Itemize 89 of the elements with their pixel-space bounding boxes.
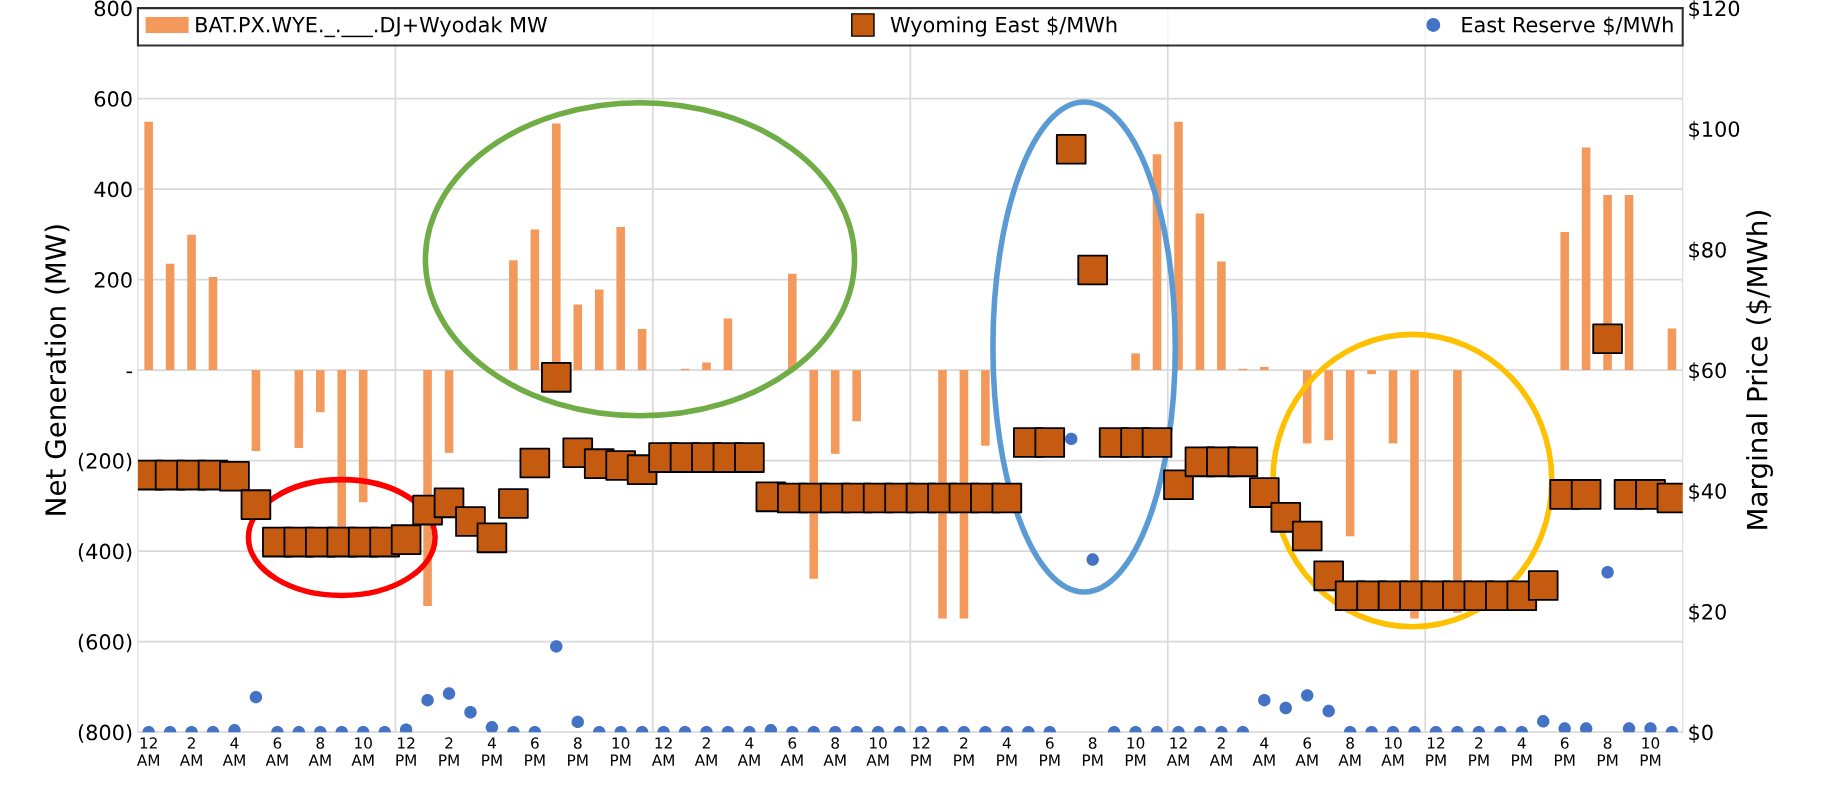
x-tick-label: 6 PM — [1040, 737, 1060, 766]
bar — [1560, 232, 1569, 371]
legend-label: East Reserve $/MWh — [1462, 16, 1673, 36]
x-tick-label: 10 PM — [610, 737, 631, 766]
x-tick-label: 12 PM — [911, 737, 931, 766]
x-tick-label: 2 PM — [1469, 737, 1489, 766]
y-tick-label: (800) — [78, 724, 132, 743]
bar — [294, 370, 304, 448]
bar — [573, 304, 583, 371]
x-tick-label: 2 PM — [954, 737, 974, 766]
y2-tick-label: $40 — [1689, 482, 1726, 502]
bar — [1260, 366, 1269, 371]
bar — [723, 318, 733, 371]
x-tick-label: 10 AM — [1381, 737, 1404, 766]
x-tick-label: 6 AM — [265, 737, 288, 766]
bar — [1367, 370, 1376, 375]
x-tick-label: 6 AM — [780, 737, 803, 766]
bar — [144, 121, 153, 371]
x-tick-label: 12 AM — [651, 737, 674, 766]
x-tick-label: 8 AM — [1338, 737, 1361, 766]
bar — [702, 362, 711, 371]
x-tick-label: 2 PM — [439, 737, 459, 766]
x-tick-label: 4 AM — [1252, 737, 1275, 766]
x-tick-label: 4 AM — [737, 737, 760, 766]
y-tick-label: (400) — [78, 543, 132, 562]
bar — [1667, 328, 1677, 371]
bar — [1131, 353, 1140, 371]
x-tick-label: 4 PM — [482, 737, 502, 766]
x-tick-label: 8 PM — [1597, 737, 1618, 766]
x-tick-label: 2 AM — [179, 737, 202, 766]
x-tick-label: 4 AM — [222, 737, 245, 766]
bar — [530, 229, 540, 371]
y2-tick-label: $20 — [1689, 603, 1726, 623]
y-tick-label: 400 — [94, 181, 132, 198]
x-tick-label: 6 PM — [1554, 737, 1575, 766]
x-tick-label: 4 PM — [997, 737, 1017, 766]
x-tick-label: 12 AM — [1166, 737, 1189, 766]
y2-tick-label: $100 — [1689, 120, 1740, 140]
y-tick-label: 200 — [94, 272, 132, 288]
x-tick-label: 10 PM — [1125, 737, 1146, 766]
x-tick-label: 6 PM — [525, 737, 545, 766]
bar — [788, 273, 797, 371]
y2-tick-label: $80 — [1689, 241, 1726, 261]
y2-tick-label: $60 — [1689, 362, 1726, 382]
y-tick-label: (600) — [78, 633, 132, 653]
y-tick-label: 600 — [94, 91, 132, 107]
bar — [208, 276, 218, 371]
bar — [594, 289, 604, 371]
bar — [165, 263, 175, 371]
x-tick-label: 8 AM — [823, 737, 846, 766]
x-tick-label: 10 PM — [1640, 737, 1661, 766]
bar — [509, 260, 518, 371]
x-tick-label: 12 PM — [1426, 737, 1446, 766]
bar — [1195, 213, 1205, 371]
x-tick-label: 8 AM — [308, 737, 331, 766]
y-axis-title: Net Generation (MW) — [44, 225, 70, 515]
bar — [1217, 261, 1226, 371]
bar — [187, 234, 196, 371]
y2-tick-label: $0 — [1689, 724, 1713, 744]
bar — [316, 370, 325, 413]
x-tick-label: 8 PM — [1082, 737, 1103, 766]
bar — [1388, 370, 1398, 444]
bar — [444, 370, 454, 453]
x-tick-label: 6 AM — [1295, 737, 1318, 766]
x-tick-label: 12 AM — [136, 737, 159, 766]
bar — [981, 370, 990, 446]
bar — [1345, 370, 1355, 537]
bar — [852, 370, 861, 422]
x-tick-label: 2 AM — [694, 737, 717, 766]
x-tick-label: 2 AM — [1209, 737, 1232, 766]
x-tick-label: 10 AM — [351, 737, 374, 766]
bar — [1581, 147, 1591, 371]
y-tick-label: - — [126, 371, 133, 374]
y-tick-label: (200) — [78, 452, 132, 472]
y-tick-label: 800 — [94, 0, 132, 17]
bar — [616, 227, 625, 371]
bar — [637, 328, 647, 371]
x-tick-label: 8 PM — [568, 737, 588, 766]
y2-tick-label: $120 — [1689, 0, 1740, 20]
bar — [1624, 194, 1634, 371]
bar — [830, 370, 840, 454]
x-tick-label: 4 PM — [1512, 737, 1532, 766]
bar — [251, 370, 261, 452]
x-tick-label: 12 PM — [396, 737, 416, 766]
bar — [1324, 370, 1333, 441]
x-tick-label: 10 AM — [866, 737, 889, 766]
legend-label: BAT.PX.WYE._.___.DJ+Wyodak MW — [196, 16, 547, 38]
y2-axis-title: Marginal Price ($/MWh) — [1746, 211, 1774, 529]
legend-label: Wyoming East $/MWh — [890, 16, 1117, 37]
